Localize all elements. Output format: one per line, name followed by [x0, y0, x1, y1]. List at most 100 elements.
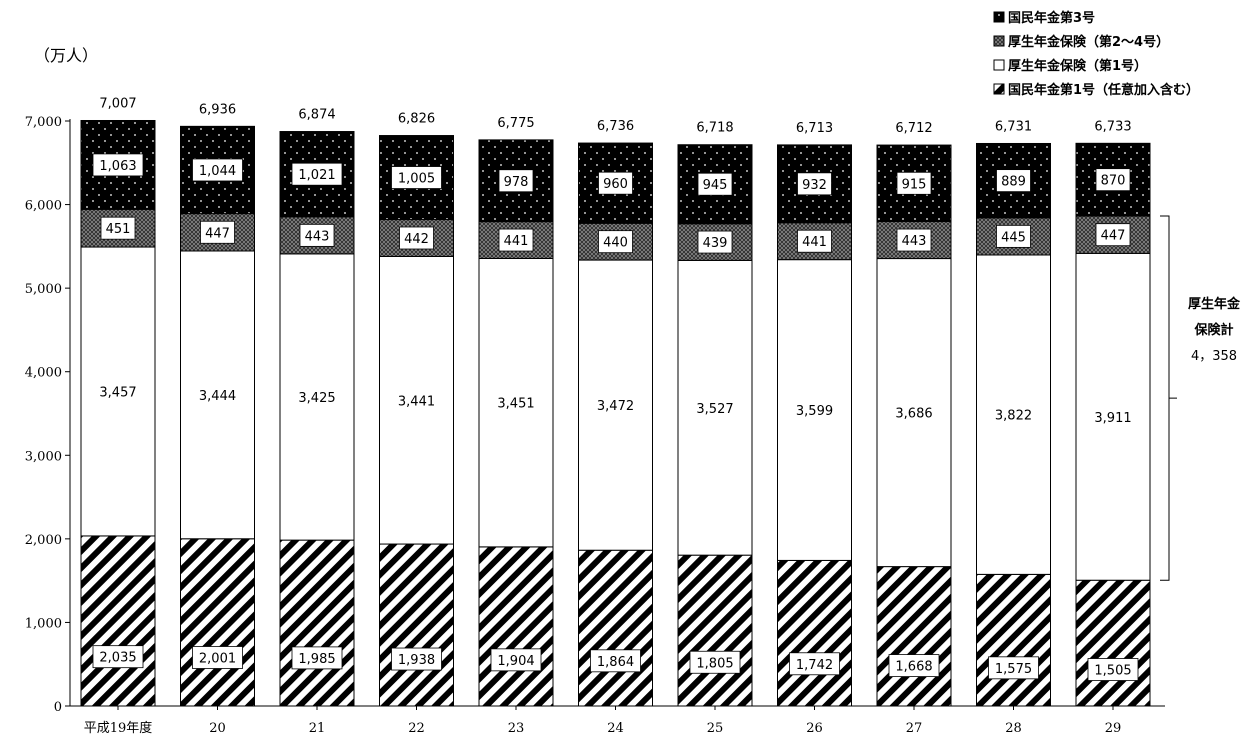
data-label: 3,599: [796, 404, 833, 419]
data-label-box: [299, 223, 335, 247]
category-label: 25: [707, 721, 724, 736]
data-label-box: [598, 171, 633, 195]
data-label: 1,021: [298, 168, 335, 183]
category-label: 26: [806, 721, 823, 736]
data-label-box: [896, 171, 932, 195]
category-label: 平成19年度: [84, 720, 153, 736]
total-label: 6,736: [597, 119, 634, 134]
legend-label: 厚生年金保険（第1号）: [1008, 58, 1147, 74]
data-label: 3,822: [995, 409, 1032, 424]
y-tick-label: 3,000: [25, 449, 62, 464]
data-label: 2,001: [199, 652, 236, 667]
data-label-box: [789, 399, 840, 422]
data-label-box: [1095, 223, 1131, 247]
data-label-box: [498, 169, 534, 193]
data-label-box: [192, 158, 243, 182]
data-label-box: [988, 656, 1039, 680]
data-label-box: [491, 391, 541, 414]
data-label-box: [291, 646, 343, 670]
total-label: 6,874: [298, 108, 335, 123]
data-label-box: [192, 383, 243, 406]
data-label-box: [598, 230, 633, 254]
data-label: 3,527: [696, 402, 733, 417]
legend-label: 国民年金第1号（任意加入含む）: [1008, 82, 1199, 98]
data-label-box: [1095, 168, 1131, 192]
data-label: 447: [1101, 229, 1126, 244]
bar-segment-series-1: [777, 559, 852, 707]
data-label: 1,864: [597, 655, 634, 670]
bar-segment-series-1: [478, 546, 554, 707]
data-label: 889: [1001, 175, 1026, 190]
data-label: 1,938: [398, 653, 435, 668]
legend-swatch: [993, 11, 1005, 23]
data-label-box: [590, 649, 641, 673]
legend-swatch: [993, 59, 1005, 71]
legend-swatch: [993, 35, 1005, 47]
data-label: 441: [802, 235, 827, 250]
data-label-box: [697, 172, 733, 196]
category-label: 24: [607, 721, 624, 736]
data-label-box: [590, 394, 641, 417]
legend-swatch: [993, 83, 1005, 95]
data-label-box: [391, 389, 442, 412]
data-label: 443: [305, 229, 330, 244]
data-label: 441: [504, 234, 529, 249]
data-label-box: [92, 153, 144, 177]
annotation-line1: 厚生年金: [1188, 296, 1241, 312]
data-label-box: [1087, 658, 1139, 681]
total-label: 7,007: [99, 96, 136, 111]
data-label-box: [93, 380, 143, 403]
data-label-box: [797, 172, 832, 196]
data-label: 1,904: [497, 654, 534, 669]
bar-segment-series-1: [1075, 579, 1151, 707]
y-tick-label: 0: [54, 700, 62, 715]
total-label: 6,731: [995, 119, 1032, 134]
legend-label: 厚生年金保険（第2～4号）: [1008, 34, 1169, 50]
bracket-line: [1160, 215, 1177, 581]
data-label: 2,035: [99, 651, 136, 666]
data-label: 451: [106, 222, 131, 237]
data-label-box: [889, 401, 939, 424]
category-label: 29: [1105, 721, 1122, 736]
bar-segment-series-1: [80, 535, 156, 707]
data-label: 3,457: [99, 385, 136, 400]
data-label: 978: [504, 175, 529, 190]
data-label-box: [391, 647, 442, 671]
category-label: 22: [408, 721, 425, 736]
data-label-box: [200, 220, 235, 244]
bar-segment-series-1: [976, 573, 1051, 707]
y-tick-label: 7,000: [25, 115, 62, 130]
x-axis-categories: 平成19年度 20 21 22 23 24 25 26 27 28 29: [84, 706, 1122, 736]
data-label-box: [1088, 405, 1138, 428]
data-label: 1,805: [696, 656, 733, 671]
data-label-box: [100, 216, 136, 240]
category-label: 27: [906, 721, 923, 736]
bar-segment-series-1: [379, 543, 454, 707]
bars: 2,035 3,457 451 1,063 7,007 2,001 3,444 447 1,04…: [80, 96, 1151, 707]
y-tick-label: 4,000: [25, 366, 62, 381]
data-label: 960: [603, 177, 628, 192]
data-label-box: [92, 645, 144, 669]
y-tick-label: 6,000: [25, 199, 62, 214]
category-label: 21: [309, 721, 326, 736]
bar-segment-series-1: [677, 554, 753, 707]
data-label: 1,063: [99, 159, 136, 174]
data-label: 1,575: [995, 662, 1032, 677]
data-label-box: [996, 169, 1031, 193]
data-label: 447: [205, 226, 230, 241]
data-label: 915: [902, 177, 927, 192]
data-label-box: [888, 654, 940, 677]
data-label-box: [697, 230, 733, 254]
total-label: 6,936: [199, 102, 236, 117]
data-label-box: [797, 229, 832, 253]
data-label: 870: [1101, 174, 1126, 189]
data-label-box: [399, 226, 434, 250]
y-tick-label: 1,000: [25, 616, 62, 631]
data-label-box: [996, 224, 1031, 248]
y-tick-label: 5,000: [25, 282, 62, 297]
data-label-box: [896, 228, 932, 252]
legend-label: 国民年金第3号: [1008, 10, 1095, 26]
data-label: 1,005: [398, 172, 435, 187]
bracket-annotation: 厚生年金 保険計 4，358: [1160, 215, 1241, 581]
